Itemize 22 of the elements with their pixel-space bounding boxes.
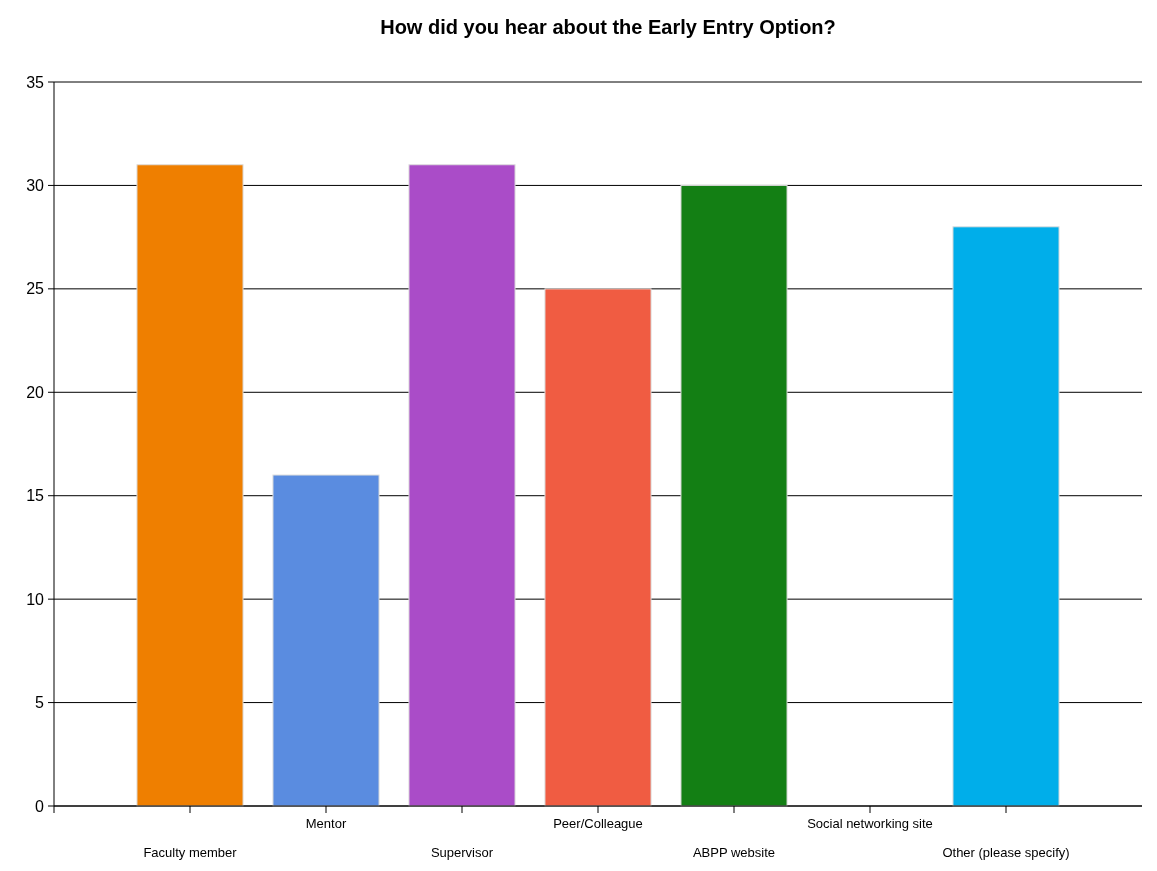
x-tick-label: Faculty member	[143, 845, 238, 860]
x-tick-label: Other (please specify)	[942, 845, 1070, 860]
x-tick-label: Mentor	[305, 816, 347, 831]
x-tick-label: Peer/Colleague	[553, 816, 643, 831]
bar	[952, 226, 1060, 807]
bar	[544, 288, 652, 807]
y-tick-label: 20	[26, 383, 45, 401]
y-tick-label: 0	[35, 797, 45, 815]
chart-title: How did you hear about the Early Entry Option?	[380, 16, 836, 38]
bar	[272, 474, 380, 807]
y-tick-label: 25	[26, 280, 45, 298]
y-tick-label: 15	[26, 487, 45, 505]
x-tick-label: Supervisor	[430, 845, 494, 860]
y-tick-label: 30	[26, 177, 45, 195]
x-tick-label: Social networking site	[807, 816, 933, 831]
y-tick-label: 35	[26, 73, 45, 91]
bar	[136, 164, 244, 807]
bar	[680, 184, 788, 807]
y-tick-label: 10	[26, 590, 45, 608]
y-tick-label: 5	[35, 694, 45, 712]
bar	[408, 164, 516, 807]
x-tick-label: ABPP website	[692, 845, 776, 860]
